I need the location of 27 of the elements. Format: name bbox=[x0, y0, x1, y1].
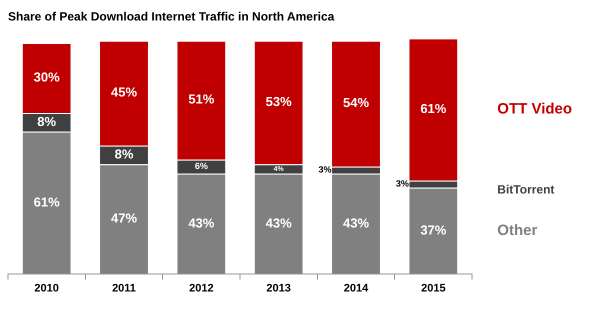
data-label: 61% bbox=[34, 194, 60, 210]
data-label: 37% bbox=[420, 222, 447, 238]
data-label: 53% bbox=[266, 94, 292, 110]
chart-title: Share of Peak Download Internet Traffic in North America bbox=[8, 10, 335, 24]
data-label: 43% bbox=[188, 215, 215, 230]
x-tick-label: 2011 bbox=[112, 282, 136, 294]
data-label: 3% bbox=[318, 164, 332, 175]
data-label: 30% bbox=[34, 70, 60, 85]
x-tick-label: 2012 bbox=[189, 282, 214, 294]
x-tick-label: 2010 bbox=[34, 282, 59, 294]
text: OTT Video bbox=[497, 100, 572, 118]
text: Other bbox=[497, 222, 538, 239]
data-label: 45% bbox=[110, 84, 138, 100]
data-label: 61% bbox=[420, 101, 447, 116]
x-tick-label: 2013 bbox=[266, 282, 291, 294]
data-label: 3% bbox=[396, 178, 409, 189]
x-tick-label: 2015 bbox=[421, 282, 446, 294]
text: BitTorrent bbox=[497, 182, 554, 196]
data-label: 54% bbox=[342, 95, 370, 110]
data-label: 43% bbox=[342, 215, 370, 230]
x-tick-label: 2014 bbox=[344, 282, 370, 294]
data-label: 43% bbox=[266, 215, 292, 230]
data-label: 6% bbox=[194, 161, 208, 172]
data-label: 51% bbox=[188, 92, 215, 107]
data-label: 8% bbox=[37, 114, 56, 129]
data-label: 8% bbox=[114, 146, 134, 162]
data-label: 47% bbox=[110, 210, 138, 226]
